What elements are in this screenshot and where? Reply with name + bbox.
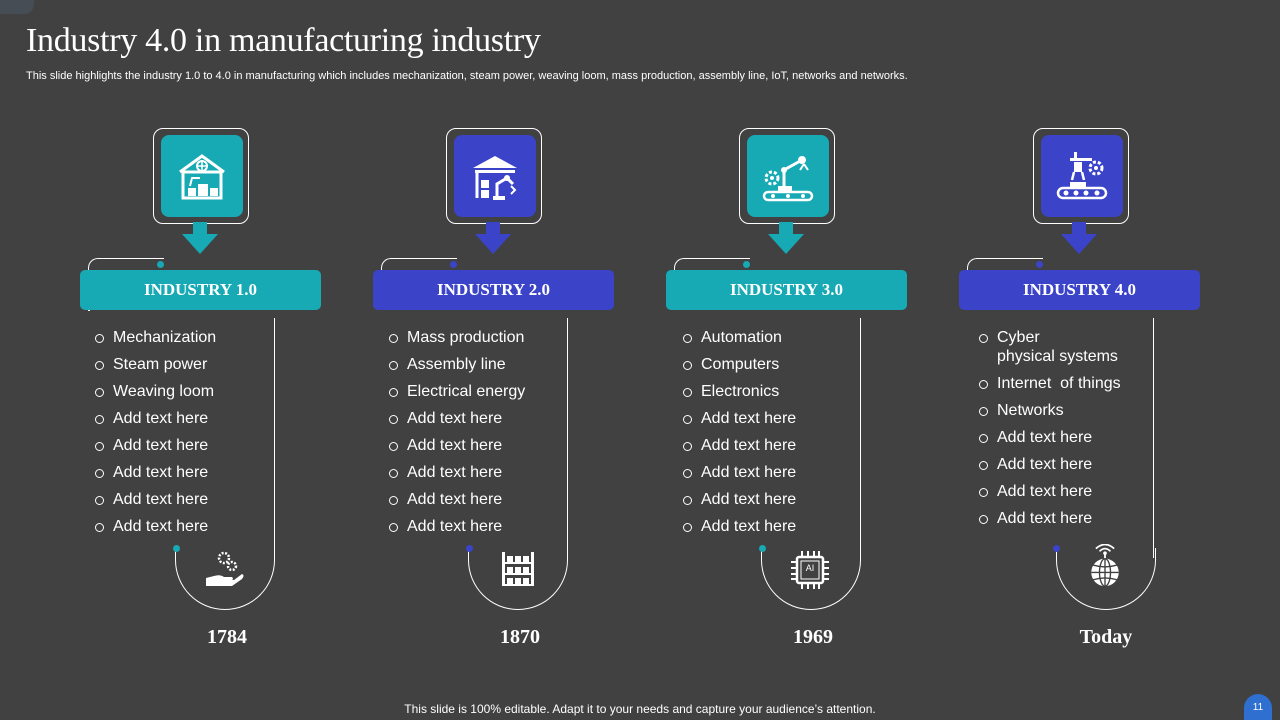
list-item: Steam power	[95, 355, 216, 374]
timeline-line	[88, 310, 90, 311]
icon-frame	[1033, 128, 1129, 224]
list-item: Add text here	[683, 463, 796, 482]
list-item: Add text here	[389, 463, 525, 482]
list-item: Weaving loom	[95, 382, 216, 401]
feature-list: Mechanization Steam power Weaving loom A…	[95, 328, 216, 544]
list-item: Add text here	[979, 509, 1121, 528]
list-item: Add text here	[683, 517, 796, 536]
factory-robot-icon	[161, 135, 243, 217]
list-item: Add text here	[979, 455, 1121, 474]
industry-header: INDUSTRY 4.0	[959, 270, 1200, 310]
timeline-dot	[157, 261, 164, 268]
footer-note: This slide is 100% editable. Adapt it to…	[404, 702, 876, 716]
automated-conveyor-icon	[1041, 135, 1123, 217]
feature-list: Mass production Assembly line Electrical…	[389, 328, 525, 544]
year-label: 1784	[207, 626, 247, 648]
column-industry-1: INDUSTRY 1.0 Mechanization Steam power W…	[80, 0, 330, 720]
list-item: Internet of things	[979, 374, 1121, 393]
timeline-dot	[743, 261, 750, 268]
year-label: 1870	[500, 626, 540, 648]
list-item: Mechanization	[95, 328, 216, 347]
feature-list: Cyber physical systems Internet of thing…	[979, 328, 1121, 536]
timeline-line	[381, 258, 457, 278]
icon-frame	[153, 128, 249, 224]
timeline-line	[967, 258, 1043, 278]
down-arrow-icon	[1061, 222, 1097, 254]
list-item: Add text here	[389, 490, 525, 509]
list-item: Add text here	[389, 517, 525, 536]
list-item: Add text here	[979, 428, 1121, 447]
down-arrow-icon	[182, 222, 218, 254]
wireless-globe-icon	[1091, 544, 1119, 587]
year-label: 1969	[793, 626, 833, 648]
industry-header: INDUSTRY 3.0	[666, 270, 907, 310]
corner-decoration	[0, 0, 34, 14]
timeline-dot	[450, 261, 457, 268]
list-item: Add text here	[95, 517, 216, 536]
list-item: Add text here	[979, 482, 1121, 501]
industry-header: INDUSTRY 1.0	[80, 270, 321, 310]
timeline-dot	[1053, 545, 1060, 552]
list-item: Cyber physical systems	[979, 328, 1121, 366]
robot-arm-conveyor-icon	[747, 135, 829, 217]
timeline-line	[567, 318, 568, 558]
page-number: 11	[1244, 694, 1272, 720]
down-arrow-icon	[768, 222, 804, 254]
timeline-dot	[466, 545, 473, 552]
timeline-line	[674, 258, 750, 278]
list-item: Add text here	[389, 409, 525, 428]
list-item: Add text here	[683, 409, 796, 428]
list-item: Add text here	[389, 436, 525, 455]
ai-chip-label: AI	[805, 563, 815, 573]
slide-subtitle: This slide highlights the industry 1.0 t…	[26, 70, 908, 82]
feature-list: Automation Computers Electronics Add tex…	[683, 328, 796, 544]
icon-frame	[739, 128, 835, 224]
shelving-rack-icon	[502, 552, 534, 586]
list-item: Add text here	[683, 436, 796, 455]
slide-title: Industry 4.0 in manufacturing industry	[26, 22, 541, 59]
timeline-dot	[1036, 261, 1043, 268]
column-industry-4: INDUSTRY 4.0 Cyber physical systems Inte…	[959, 0, 1209, 720]
list-item: Electrical energy	[389, 382, 525, 401]
timeline-line	[860, 318, 861, 558]
list-item: Automation	[683, 328, 796, 347]
list-item: Mass production	[389, 328, 525, 347]
list-item: Computers	[683, 355, 796, 374]
list-item: Assembly line	[389, 355, 525, 374]
list-item: Electronics	[683, 382, 796, 401]
down-arrow-icon	[475, 222, 511, 254]
timeline-line	[88, 258, 164, 278]
icon-frame	[446, 128, 542, 224]
list-item: Add text here	[95, 409, 216, 428]
timeline-line	[1153, 318, 1154, 558]
timeline-dot	[759, 545, 766, 552]
list-item: Add text here	[95, 463, 216, 482]
list-item: Add text here	[683, 490, 796, 509]
year-label: Today	[1079, 626, 1133, 648]
column-industry-2: INDUSTRY 2.0 Mass production Assembly li…	[373, 0, 623, 720]
timeline-line	[274, 318, 275, 558]
timeline-dot	[173, 545, 180, 552]
warehouse-robot-arm-icon	[454, 135, 536, 217]
list-item: Add text here	[95, 490, 216, 509]
ai-chip-icon: AI	[788, 548, 832, 592]
list-item: Add text here	[95, 436, 216, 455]
hand-gears-icon	[206, 551, 244, 586]
column-industry-3: INDUSTRY 3.0 Automation Computers Electr…	[666, 0, 916, 720]
list-item: Networks	[979, 401, 1121, 420]
industry-header: INDUSTRY 2.0	[373, 270, 614, 310]
